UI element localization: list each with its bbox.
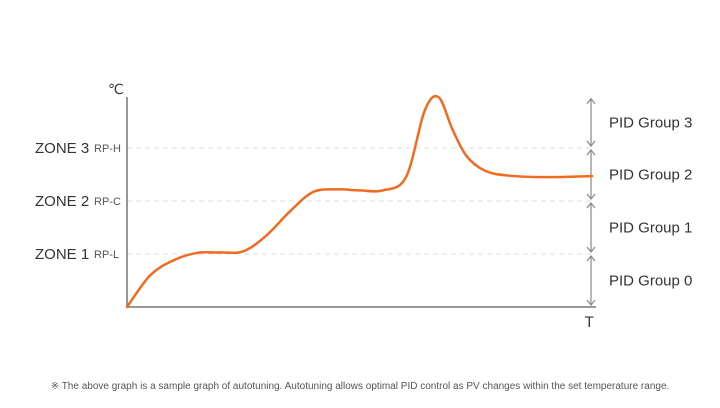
y-axis-unit-label: ℃ — [108, 82, 124, 98]
axes: ℃ T — [108, 82, 596, 331]
pid-group-indicators: PID Group 0 PID Group 1 PID Group 2 PID Gro… — [586, 97, 692, 306]
footnote: ※ The above graph is a sample graph of a… — [50, 381, 670, 392]
zone-labels: ZONE 1 RP-L ZONE 2 RP-C ZONE 3 RP-H — [35, 140, 121, 263]
pid-group-arrow — [586, 255, 596, 306]
pid-group-arrow — [586, 149, 596, 200]
pid-group-arrow — [586, 202, 596, 253]
ramp-label: RP-C — [94, 196, 121, 208]
zone-label: ZONE 3 — [35, 140, 89, 157]
zone-gridlines — [127, 147, 592, 255]
ramp-label: RP-L — [94, 249, 119, 261]
pid-group-label: PID Group 3 — [609, 114, 692, 131]
pid-group-label: PID Group 2 — [609, 167, 692, 184]
zone-label: ZONE 2 — [35, 193, 89, 210]
series-line — [125, 94, 594, 309]
pid-group-label: PID Group 1 — [609, 220, 692, 237]
pid-group-arrow — [586, 97, 596, 147]
ramp-label: RP-H — [94, 143, 121, 155]
zone-label: ZONE 1 — [35, 246, 89, 263]
pid-group-label: PID Group 0 — [609, 273, 692, 290]
x-axis-label: T — [584, 315, 594, 331]
